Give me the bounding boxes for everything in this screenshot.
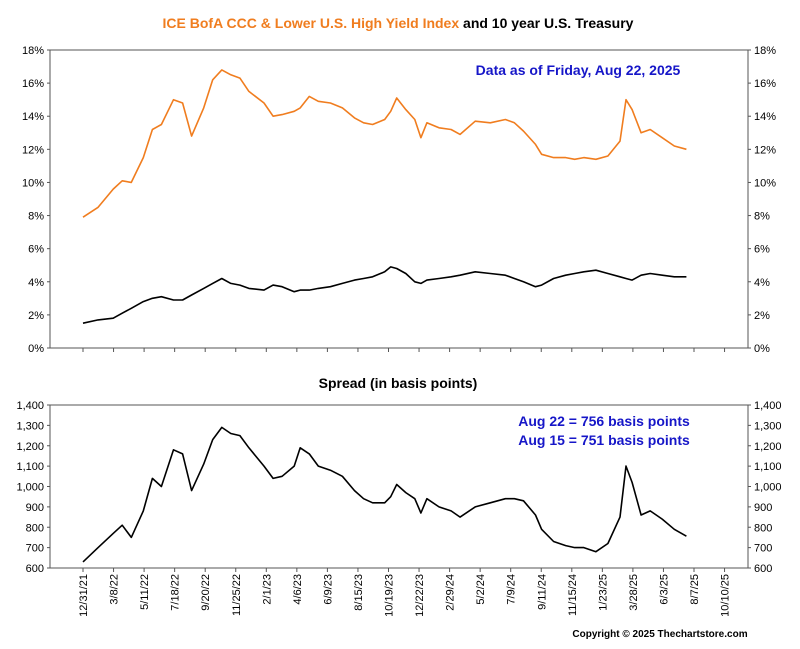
top-y-tick-left: 18% bbox=[22, 45, 44, 57]
x-tick-label: 11/15/24 bbox=[567, 574, 579, 616]
bottom-y-tick-right: 700 bbox=[754, 543, 772, 555]
top-y-tick-right: 8% bbox=[754, 211, 770, 223]
x-tick-label: 9/11/24 bbox=[536, 574, 548, 610]
top-y-tick-left: 14% bbox=[22, 111, 44, 123]
x-tick-label: 6/3/25 bbox=[658, 574, 670, 605]
spread-line bbox=[82, 426, 687, 563]
bottom-y-tick-right: 1,400 bbox=[754, 400, 782, 412]
top-y-tick-left: 10% bbox=[22, 177, 44, 189]
x-tick-label: 1/23/25 bbox=[597, 574, 609, 611]
bottom-y-tick-right: 1,000 bbox=[754, 482, 782, 494]
top-y-tick-right: 12% bbox=[754, 144, 776, 156]
top-y-axis-left: 0% 2% 4% 6% 8% 10% 12% 14% 16% 18% bbox=[22, 45, 50, 355]
chart-title: ICE BofA CCC & Lower U.S. High Yield Ind… bbox=[163, 15, 634, 31]
bottom-y-tick-right: 900 bbox=[754, 502, 772, 514]
top-y-tick-right: 6% bbox=[754, 244, 770, 256]
top-y-tick-right: 14% bbox=[754, 111, 776, 123]
spread-annotation-aug22: Aug 22 = 756 basis points bbox=[518, 413, 690, 429]
data-as-of-note: Data as of Friday, Aug 22, 2025 bbox=[476, 62, 681, 78]
bottom-y-tick-left: 1,400 bbox=[16, 400, 44, 412]
top-y-tick-right: 4% bbox=[754, 277, 770, 289]
x-axis-date-labels: 12/31/21 3/8/22 5/11/22 7/18/22 9/20/22 11/25… bbox=[78, 574, 732, 617]
x-tick-label: 3/8/22 bbox=[109, 574, 121, 605]
bottom-y-tick-left: 700 bbox=[26, 543, 44, 555]
x-tick-label: 10/19/23 bbox=[384, 574, 396, 617]
bottom-y-tick-right: 800 bbox=[754, 522, 772, 534]
top-y-tick-right: 16% bbox=[754, 78, 776, 90]
spread-chart-title: Spread (in basis points) bbox=[319, 375, 478, 391]
top-y-tick-left: 12% bbox=[22, 144, 44, 156]
spread-annotation-aug15: Aug 15 = 751 basis points bbox=[518, 432, 690, 448]
x-tick-label: 9/20/22 bbox=[200, 574, 212, 611]
copyright-text: Copyright © 2025 Thechartstore.com bbox=[572, 629, 747, 640]
x-tick-label: 3/28/25 bbox=[628, 574, 640, 611]
top-y-tick-left: 16% bbox=[22, 78, 44, 90]
top-y-tick-right: 18% bbox=[754, 45, 776, 57]
bottom-y-tick-left: 1,300 bbox=[16, 420, 44, 432]
top-series-group bbox=[82, 69, 687, 324]
top-y-tick-left: 6% bbox=[28, 244, 44, 256]
ccc-index-line bbox=[82, 69, 687, 218]
top-y-axis-right: 0% 2% 4% 6% 8% 10% 12% 14% 16% 18% bbox=[748, 45, 776, 355]
x-tick-label: 8/7/25 bbox=[689, 574, 701, 605]
x-tick-label: 12/31/21 bbox=[78, 574, 90, 617]
top-y-tick-right: 2% bbox=[754, 310, 770, 322]
x-tick-label: 5/11/22 bbox=[139, 574, 151, 610]
bottom-y-tick-left: 600 bbox=[26, 563, 44, 575]
chart-title-suffix: and 10 year U.S. Treasury bbox=[459, 15, 634, 31]
x-tick-label: 8/15/23 bbox=[353, 574, 365, 611]
x-tick-label: 12/22/23 bbox=[414, 574, 426, 617]
x-tick-label: 5/2/24 bbox=[475, 574, 487, 605]
x-tick-label: 4/6/23 bbox=[292, 574, 304, 605]
top-y-tick-left: 8% bbox=[28, 211, 44, 223]
top-y-tick-left: 0% bbox=[28, 343, 44, 355]
bottom-gridlines bbox=[82, 568, 726, 572]
bottom-y-tick-right: 1,300 bbox=[754, 420, 782, 432]
top-gridlines bbox=[82, 348, 726, 352]
x-tick-label: 10/10/25 bbox=[720, 574, 732, 617]
chart-title-highlight: ICE BofA CCC & Lower U.S. High Yield Ind… bbox=[163, 15, 460, 31]
bottom-y-tick-right: 1,200 bbox=[754, 441, 782, 453]
top-y-tick-left: 2% bbox=[28, 310, 44, 322]
bottom-y-tick-left: 1,200 bbox=[16, 441, 44, 453]
top-y-tick-left: 4% bbox=[28, 277, 44, 289]
bottom-y-tick-right: 600 bbox=[754, 563, 772, 575]
bottom-y-axis-right: 600 700 800 900 1,000 1,100 1,200 1,300 1,400 bbox=[748, 400, 782, 575]
treasury-10y-line bbox=[82, 266, 687, 324]
bottom-y-tick-left: 900 bbox=[26, 502, 44, 514]
x-tick-label: 2/29/24 bbox=[445, 574, 457, 611]
x-tick-label: 7/18/22 bbox=[170, 574, 182, 611]
x-tick-label: 2/1/23 bbox=[261, 574, 273, 605]
bottom-y-axis-left: 600 700 800 900 1,000 1,100 1,200 1,300 1,400 bbox=[16, 400, 50, 575]
bottom-y-tick-left: 1,000 bbox=[16, 482, 44, 494]
bottom-y-tick-right: 1,100 bbox=[754, 461, 782, 473]
top-y-tick-right: 10% bbox=[754, 177, 776, 189]
bottom-series-group bbox=[82, 426, 687, 563]
x-tick-label: 11/25/22 bbox=[231, 574, 243, 616]
bottom-y-tick-left: 1,100 bbox=[16, 461, 44, 473]
bottom-y-tick-left: 800 bbox=[26, 522, 44, 534]
x-tick-label: 6/9/23 bbox=[322, 574, 334, 605]
top-y-tick-right: 0% bbox=[754, 343, 770, 355]
top-plot-frame bbox=[49, 49, 749, 349]
x-tick-label: 7/9/24 bbox=[506, 574, 518, 605]
